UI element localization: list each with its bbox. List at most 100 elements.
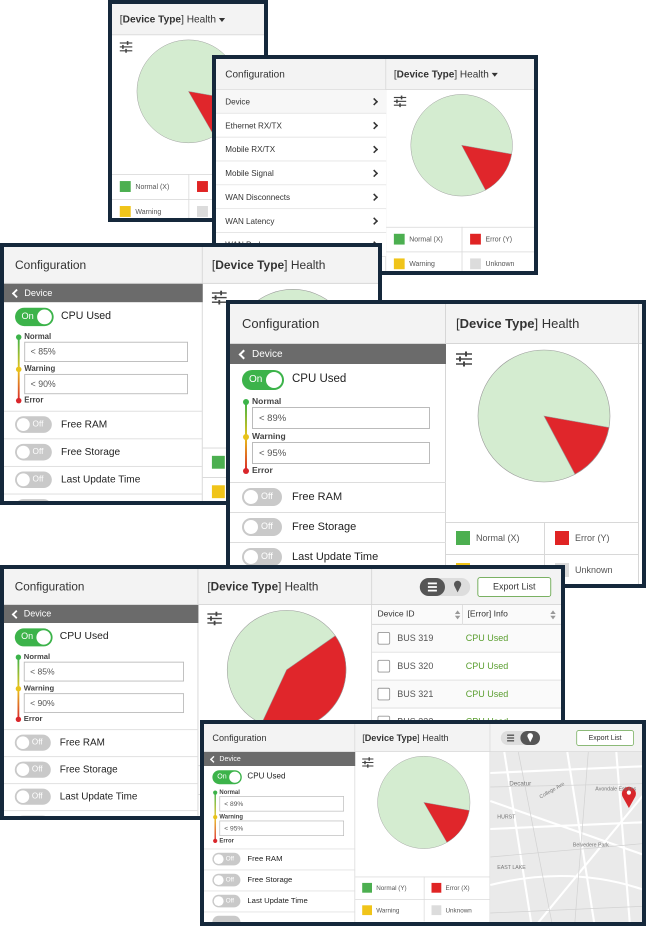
toggle-off[interactable]: Off bbox=[242, 488, 282, 506]
legend-label: Warning bbox=[376, 906, 400, 914]
menu-item-label: Device bbox=[225, 97, 250, 107]
legend-swatch bbox=[431, 905, 442, 916]
threshold-input[interactable]: < 90% bbox=[23, 693, 184, 713]
legend-label: Warning bbox=[409, 259, 435, 268]
row-divider bbox=[4, 438, 203, 440]
map-road bbox=[615, 751, 631, 922]
level-label: Error bbox=[219, 836, 234, 844]
row-checkbox[interactable] bbox=[377, 632, 391, 645]
legend-label: Unknown bbox=[485, 259, 515, 268]
toggle-off[interactable]: Off bbox=[15, 471, 52, 489]
row-checkbox[interactable] bbox=[377, 659, 391, 673]
toggle-off[interactable]: Off bbox=[212, 873, 241, 887]
column-header[interactable]: [Error] Info bbox=[467, 609, 508, 620]
pin-icon bbox=[527, 733, 533, 743]
level-line-b bbox=[245, 437, 247, 471]
menu-item[interactable] bbox=[216, 113, 387, 138]
toggle-text: Off bbox=[261, 491, 273, 501]
threshold-input[interactable]: < 95% bbox=[252, 442, 430, 464]
toggle-on[interactable]: On bbox=[14, 628, 53, 647]
toggle-knob bbox=[213, 875, 224, 885]
setting-label: Free RAM bbox=[292, 491, 343, 503]
level-label: Normal bbox=[23, 651, 51, 661]
dropdown-caret bbox=[491, 72, 499, 77]
input-text: < 85% bbox=[30, 347, 56, 358]
row-checkbox[interactable] bbox=[377, 687, 391, 701]
toggle-off[interactable]: Off bbox=[15, 416, 52, 433]
chart-divider bbox=[371, 569, 373, 816]
export-button[interactable]: Export List bbox=[477, 577, 552, 597]
back-bar[interactable] bbox=[4, 283, 203, 303]
title-part: Device Type bbox=[122, 13, 182, 26]
toggle-on[interactable]: On bbox=[212, 770, 242, 785]
threshold-input[interactable]: < 89% bbox=[252, 407, 430, 429]
config-column bbox=[230, 304, 446, 584]
threshold-input[interactable]: < 85% bbox=[23, 661, 184, 682]
toggle-knob bbox=[244, 490, 258, 504]
toggle-off[interactable]: Off bbox=[212, 852, 241, 866]
threshold-input[interactable]: < 95% bbox=[219, 820, 344, 836]
pie-slice bbox=[423, 802, 470, 843]
config-column bbox=[4, 247, 203, 501]
legend-swatch bbox=[393, 258, 405, 270]
menu-item[interactable] bbox=[216, 161, 387, 186]
row-divider bbox=[204, 911, 356, 913]
back-bar[interactable] bbox=[230, 344, 446, 364]
back-bar[interactable] bbox=[204, 752, 356, 766]
panel-content: Configuration Device On CPU Used Normal < 85%… bbox=[4, 569, 561, 816]
chart-title: [Device Type] Health bbox=[394, 68, 499, 80]
title-part: [ bbox=[456, 316, 460, 331]
map-pin-dot bbox=[626, 790, 631, 795]
menu-item[interactable] bbox=[216, 209, 387, 234]
toggle-off[interactable]: Off bbox=[212, 894, 241, 908]
sort-arrows bbox=[550, 610, 556, 620]
legend-swatch bbox=[211, 485, 225, 499]
toggle-text: On bbox=[21, 311, 34, 322]
chart-title: [Device Type] Health bbox=[362, 732, 448, 743]
legend-swatch bbox=[211, 455, 225, 469]
threshold-input[interactable]: < 85% bbox=[24, 341, 188, 362]
legend-label: Error (X) bbox=[445, 884, 470, 892]
pie-chart bbox=[377, 755, 471, 849]
menu-item-label: Mobile Signal bbox=[225, 169, 274, 179]
row-divider bbox=[204, 890, 356, 892]
title-part: ] Health bbox=[417, 732, 449, 743]
column-header[interactable]: Device ID bbox=[377, 609, 415, 620]
menu-item[interactable] bbox=[216, 89, 387, 114]
back-bar[interactable] bbox=[4, 605, 199, 623]
header-bar bbox=[204, 724, 642, 752]
filter-icon bbox=[456, 351, 472, 367]
config-title: Configuration bbox=[212, 732, 267, 743]
chart-divider bbox=[489, 724, 491, 922]
toggle-text: Off bbox=[32, 474, 44, 484]
toggle-off[interactable]: Off bbox=[14, 788, 51, 805]
map-label: HURST bbox=[497, 813, 516, 820]
title-part: Device Type bbox=[215, 258, 285, 272]
legend-cell bbox=[462, 251, 534, 272]
toggle-off[interactable]: Off bbox=[242, 548, 282, 566]
toggle-off[interactable]: Off bbox=[15, 443, 52, 461]
level-label: Warning bbox=[219, 812, 243, 820]
toggle-off[interactable]: Off bbox=[242, 518, 282, 536]
title-part: [ bbox=[211, 258, 216, 272]
setting-label: Free Storage bbox=[292, 521, 357, 533]
title-part: ] Health bbox=[284, 258, 326, 272]
toggle-text: Off bbox=[31, 764, 43, 774]
toggle-off[interactable]: Off bbox=[14, 734, 51, 751]
legend-cell bbox=[386, 226, 463, 252]
menu-item[interactable] bbox=[216, 137, 387, 162]
threshold-input[interactable]: < 90% bbox=[24, 373, 188, 395]
config-column bbox=[204, 724, 356, 922]
level-dot bbox=[213, 815, 218, 820]
row-divider bbox=[204, 848, 356, 850]
toggle-off[interactable]: Off bbox=[14, 761, 51, 778]
toggle-on[interactable]: On bbox=[242, 370, 284, 390]
level-dot bbox=[15, 716, 22, 722]
export-button[interactable]: Export List bbox=[576, 730, 634, 746]
level-label: Normal bbox=[24, 331, 52, 341]
menu-item[interactable] bbox=[216, 185, 387, 210]
list-icon bbox=[427, 582, 437, 592]
threshold-input[interactable]: < 89% bbox=[219, 796, 344, 812]
map-label: Belvedere Park bbox=[572, 841, 609, 848]
toggle-on[interactable]: On bbox=[15, 307, 54, 327]
